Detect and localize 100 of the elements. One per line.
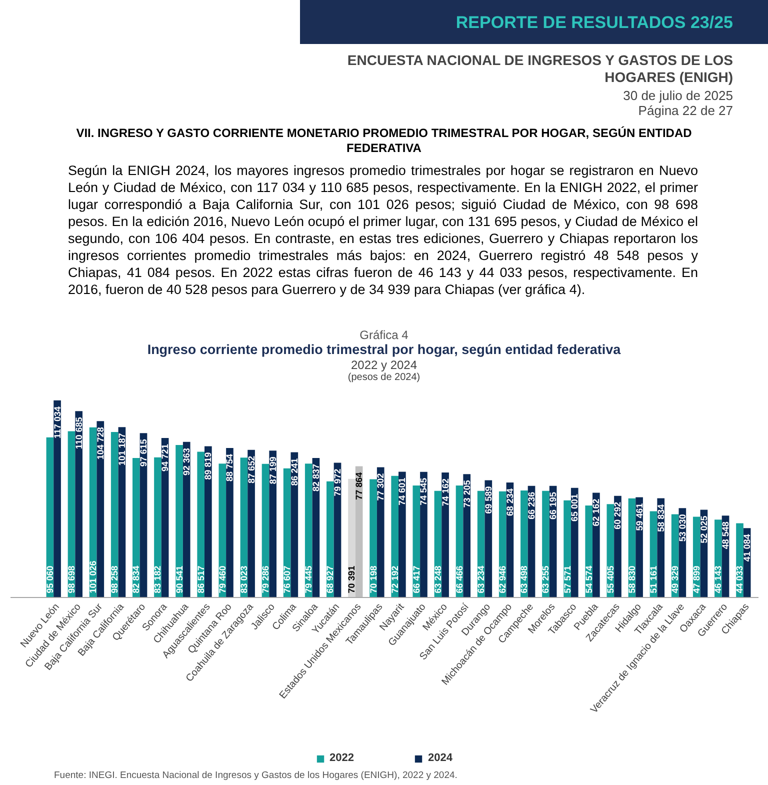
data-label: 101 187 <box>116 433 127 466</box>
chart-title: Ingreso corriente promedio trimestral por hogar, según entidad federativa <box>146 342 622 358</box>
data-label: 90 541 <box>174 566 184 594</box>
data-label: 83 182 <box>152 566 163 594</box>
data-label: 79 286 <box>260 566 271 594</box>
bar <box>391 476 399 598</box>
bar <box>370 479 377 598</box>
bar <box>248 450 255 598</box>
legend-label: 2022 <box>330 752 354 764</box>
data-label: 87 199 <box>268 456 278 484</box>
bar <box>348 478 356 598</box>
data-label: 41 084 <box>742 534 752 562</box>
data-label: 98 258 <box>110 566 120 594</box>
data-label: 62 162 <box>591 498 602 526</box>
data-label: 77 864 <box>354 472 364 500</box>
bar <box>463 474 471 598</box>
bar <box>204 446 212 598</box>
bar <box>290 452 298 598</box>
data-label: 65 001 <box>570 494 580 522</box>
data-label: 60 292 <box>612 502 623 530</box>
data-label: 74 601 <box>397 478 408 506</box>
data-label: 86 517 <box>196 566 206 594</box>
data-label: 97 615 <box>138 439 148 467</box>
data-label: 117 034 <box>52 406 62 438</box>
chart-subtitle: 2022 y 2024 <box>350 358 418 372</box>
bar <box>442 472 449 598</box>
data-label: 89 819 <box>203 452 214 480</box>
data-label: 110 685 <box>74 417 84 450</box>
text: ENCUESTA NACIONAL DE INGRESOS Y GASTOS DE LOS HOGARES (ENIGH) <box>346 52 733 86</box>
bar <box>269 450 277 598</box>
data-label: 98 698 <box>66 566 77 594</box>
text: 30 de julio de 2025 <box>623 88 733 103</box>
data-label: 66 466 <box>454 566 465 594</box>
data-label: 79 445 <box>304 566 314 594</box>
data-label: 57 571 <box>562 566 572 594</box>
data-label: 66 417 <box>411 566 422 594</box>
bar <box>420 472 428 598</box>
data-label: 63 248 <box>432 566 443 594</box>
data-label: 101 026 <box>88 560 98 594</box>
bar <box>398 472 406 598</box>
data-label: 58 830 <box>626 566 637 594</box>
data-label: 46 143 <box>713 566 724 594</box>
data-label: 83 023 <box>238 566 249 594</box>
data-label: 59 461 <box>634 503 644 531</box>
data-label: 55 405 <box>605 566 616 594</box>
bar <box>182 442 190 598</box>
data-label: 95 060 <box>44 566 55 594</box>
data-label: 53 030 <box>677 514 688 542</box>
data-label: 68 927 <box>325 566 336 594</box>
data-label: 92 363 <box>182 448 192 476</box>
data-label: 51 161 <box>648 566 659 594</box>
data-label: 86 241 <box>289 458 300 486</box>
data-label: 44 033 <box>734 566 745 594</box>
text: REPORTE DE RESULTADOS 23/25 <box>456 13 733 33</box>
data-label: 104 728 <box>95 427 106 460</box>
data-label: 70 391 <box>346 566 357 594</box>
data-label: 47 899 <box>692 566 702 594</box>
bar <box>54 400 61 598</box>
data-label: 62 946 <box>498 566 508 594</box>
data-label: 79 972 <box>332 468 343 496</box>
data-label: 66 236 <box>526 492 537 520</box>
text: VII. INGRESO Y GASTO CORRIENTE MONETARIO PROMEDIO TRIMESTRAL POR HOGAR, SEGÚN ENTIDAD FEDERATIVA <box>75 125 693 156</box>
text: (pesos de 2024) <box>346 372 422 384</box>
data-label: 52 025 <box>698 516 709 544</box>
source-note: Fuente: INEGI. Encuesta Nacional de Ingresos y Gastos de los Hogares (ENIGH), 2022 y 2024. <box>54 770 458 783</box>
bar <box>412 486 420 598</box>
legend-label: 2024 <box>428 752 452 764</box>
data-label: 94 721 <box>160 444 170 472</box>
data-label: 68 234 <box>504 488 515 516</box>
data-label: 79 460 <box>217 566 228 594</box>
bar <box>132 458 140 598</box>
data-label: 74 545 <box>418 478 429 506</box>
data-label: 82 837 <box>310 464 321 492</box>
text: Página 22 de 27 <box>638 103 733 118</box>
data-label: 82 834 <box>131 566 142 594</box>
data-label: 76 607 <box>282 566 292 594</box>
bar <box>226 448 234 598</box>
data-label: 63 498 <box>519 566 530 594</box>
bar <box>218 464 226 598</box>
bar <box>154 457 162 598</box>
data-label: 74 162 <box>440 478 450 506</box>
data-label: 48 548 <box>720 522 731 550</box>
bar <box>176 444 183 598</box>
bar <box>75 411 82 598</box>
text: Gráfica 4 <box>358 328 410 342</box>
data-label: 70 198 <box>368 566 378 594</box>
bar <box>96 421 104 598</box>
data-label: 73 205 <box>462 480 472 508</box>
data-label: 72 192 <box>390 566 400 594</box>
data-label: 77 302 <box>376 473 386 501</box>
data-label: 54 574 <box>584 566 594 594</box>
data-label: 49 329 <box>670 566 680 594</box>
data-label: 88 754 <box>224 454 235 482</box>
text: Según la ENIGH 2024, los mayores ingresos promedio trimestrales por hogar se registraron en Nuevo León y Ciudad de México, con 117 034 y 110 685 pesos, respectivamente. En la ENIGH 2022, el primer lugar correspondió a Baja California Sur, con 101 026 pesos; siguió Ciudad de México, con 98 698 pesos. En la edición 2016, Nuevo León ocupó el primer lugar, con 131 695 pesos, y Ciudad de México el segundo, con 106 404 pesos. En contraste, en estas tres ediciones, Guerrero y Chiapas reportaron los ingresos corrientes promedio trimestrales más bajos: en 2024, Guerrero registró 48 548 pesos y Chiapas, 41 084 pesos. En 2022 estas cifras fueron de 46 143 y 44 033 pesos, respectivamente. En 2016, fueron de 40 528 pesos para Guerrero y de 34 939 para Chiapas (ver gráfica 4). <box>68 162 698 298</box>
bar <box>376 467 384 598</box>
data-label: 87 652 <box>246 456 256 484</box>
bar <box>197 452 205 598</box>
data-label: 63 255 <box>540 566 551 594</box>
bar <box>110 432 118 598</box>
data-label: 58 834 <box>656 504 666 532</box>
